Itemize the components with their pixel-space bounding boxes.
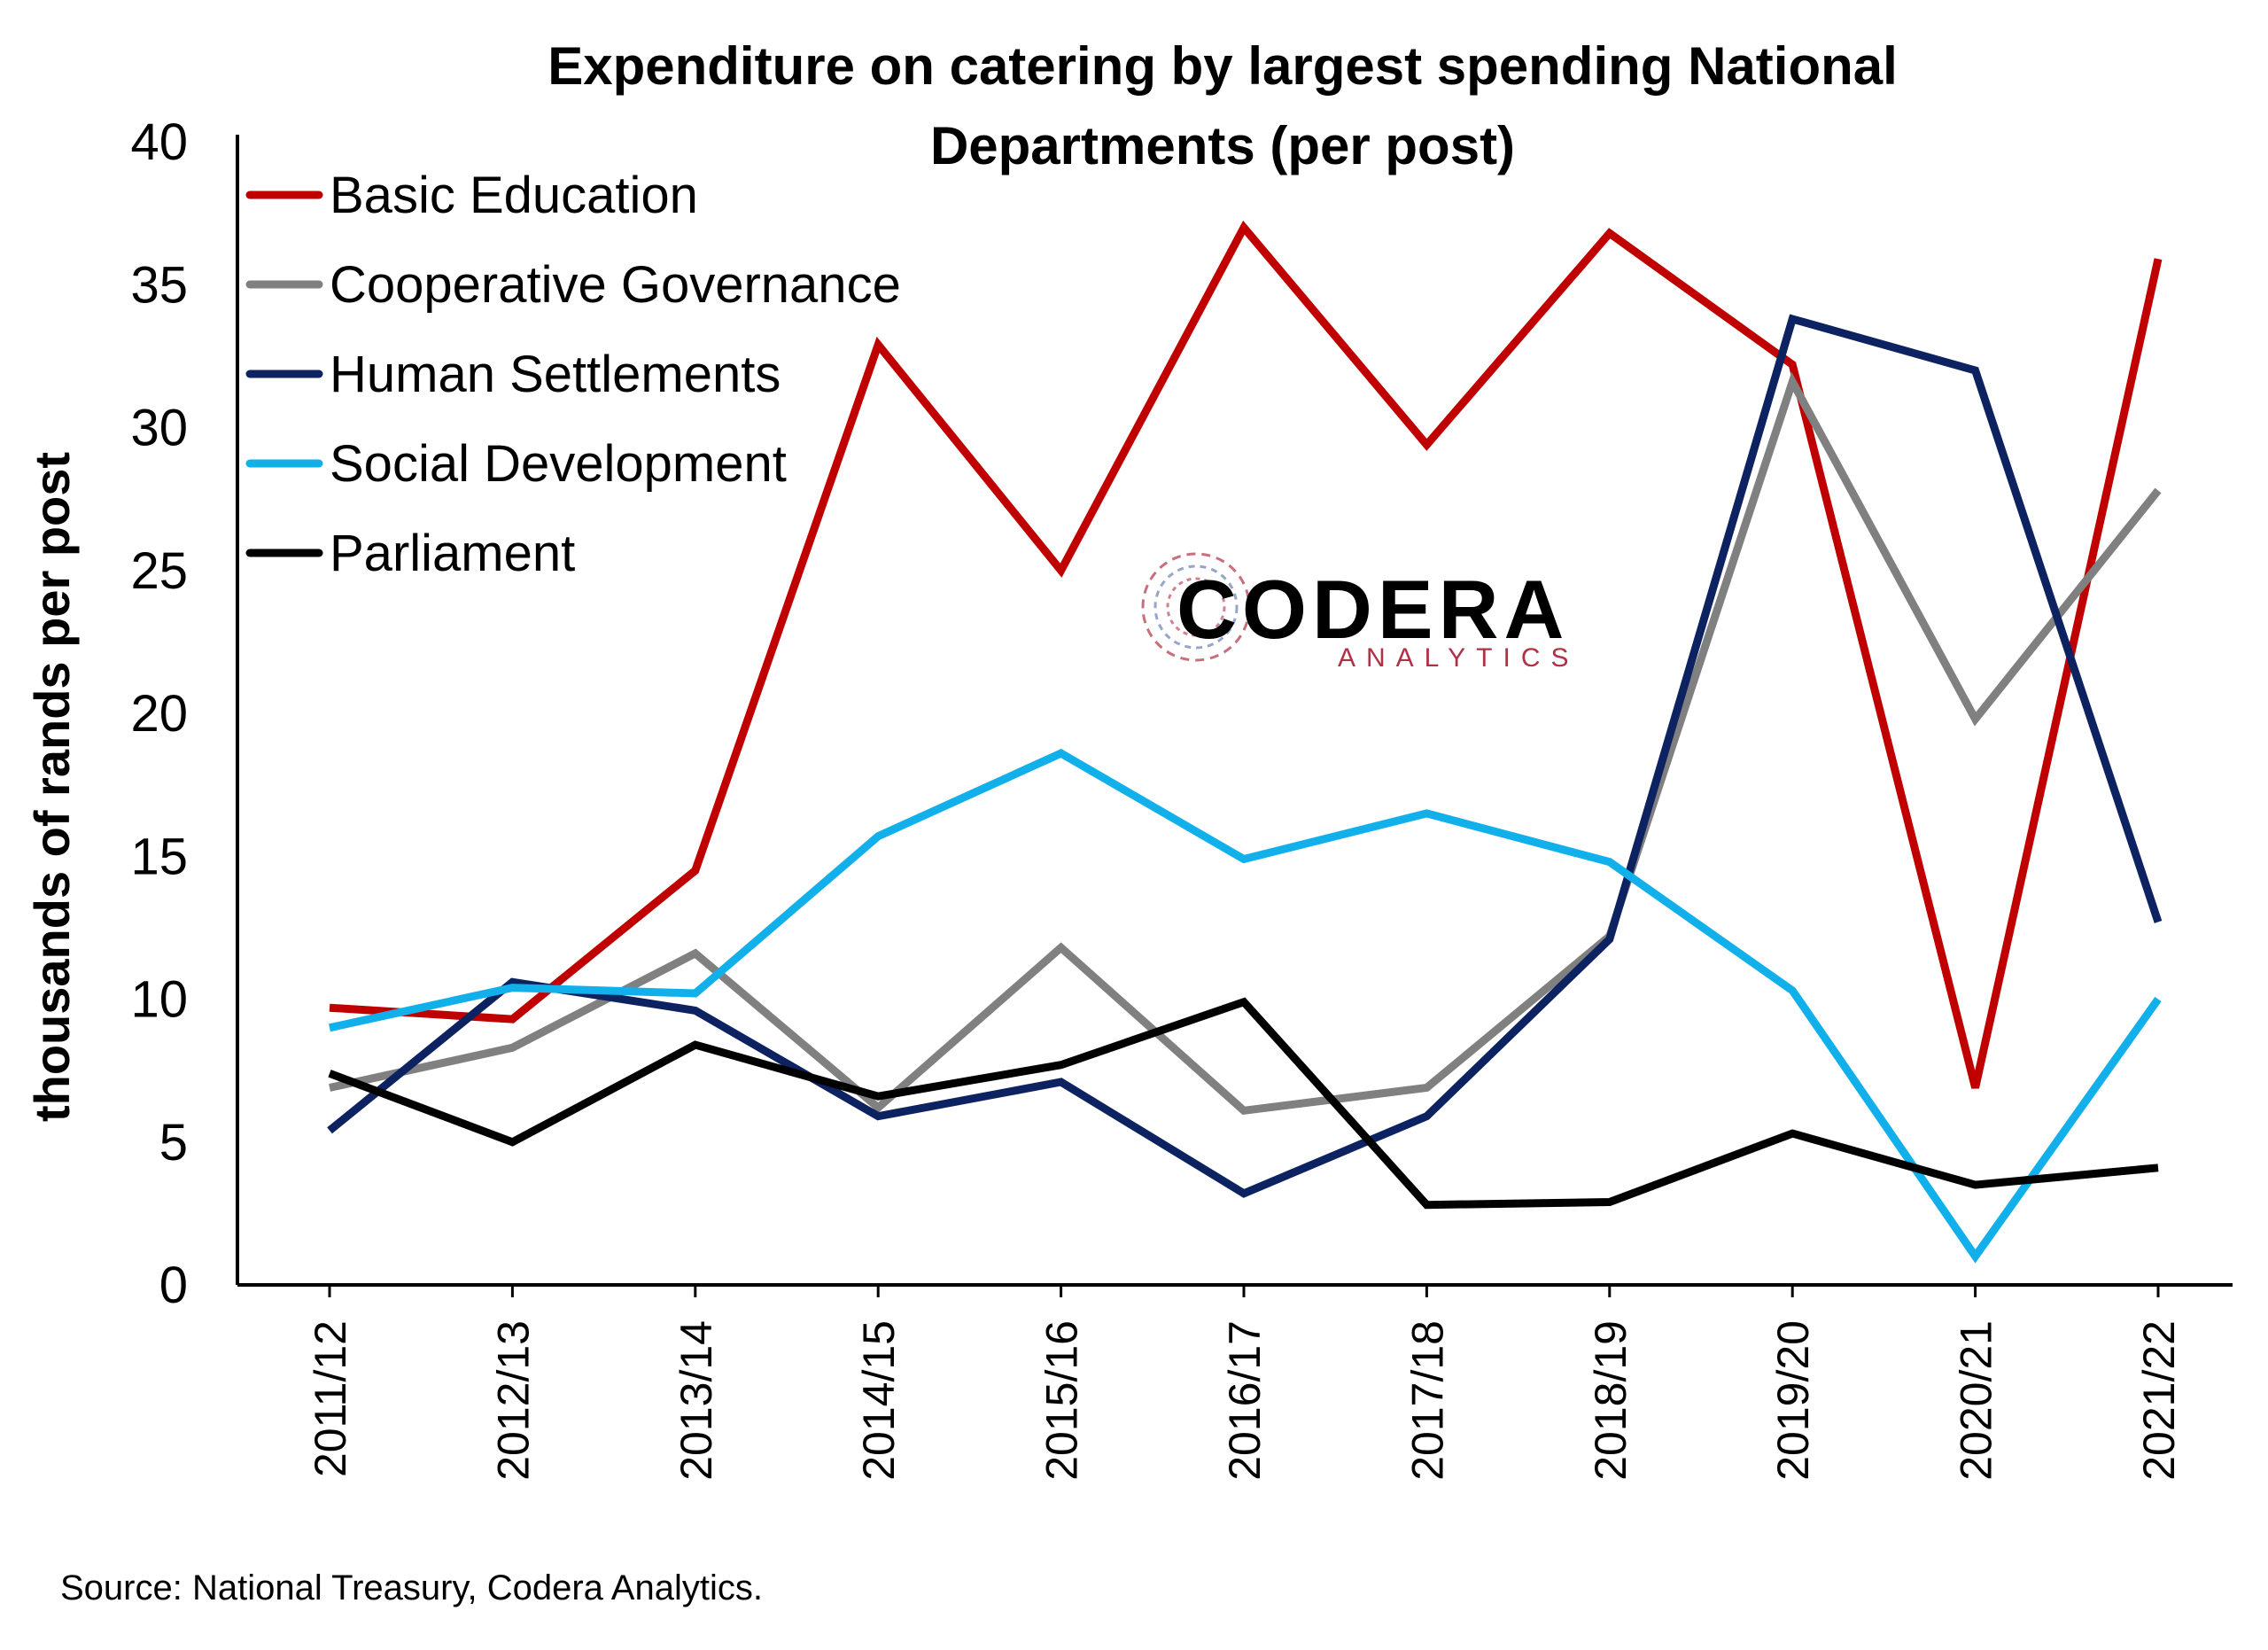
series-line-basic-education xyxy=(329,220,2163,1089)
legend-label: Parliament xyxy=(330,525,575,582)
y-tick-label: 25 xyxy=(130,542,188,600)
y-tick-label: 15 xyxy=(130,828,188,885)
legend: Basic Education Cooperative Governance Hum… xyxy=(245,167,901,582)
series-line-parliament xyxy=(328,997,2159,1210)
series-line-social-development xyxy=(329,749,2162,1264)
x-tick-label: 2013/14 xyxy=(672,1320,721,1481)
x-tick-label: 2014/15 xyxy=(854,1320,904,1481)
legend-label: Basic Education xyxy=(330,167,698,224)
x-tick-label: 2017/18 xyxy=(1402,1320,1452,1481)
chart-title-line-1: Expenditure on catering by largest spend… xyxy=(548,36,1898,96)
x-tick-label: 2020/21 xyxy=(1952,1320,2001,1481)
chart-title-line-2: Departments (per post) xyxy=(930,116,1515,175)
x-tick-label: 2011/12 xyxy=(306,1320,355,1477)
legend-label: Social Development xyxy=(330,435,787,493)
legend-label: Human Settlements xyxy=(330,346,781,403)
y-tick-label: 0 xyxy=(159,1257,188,1314)
y-tick-label: 5 xyxy=(159,1114,188,1171)
series-lines xyxy=(327,220,2163,1264)
x-tick-label: 2016/17 xyxy=(1220,1320,1270,1481)
codera-logo: CODERA ANALYTICS xyxy=(1141,552,1580,673)
x-tick-label: 2018/19 xyxy=(1586,1320,1635,1481)
legend-label: Cooperative Governance xyxy=(330,256,901,314)
y-tick-label: 10 xyxy=(130,971,188,1029)
y-tick-label: 20 xyxy=(130,685,188,743)
series-line-human-settlements xyxy=(327,314,2163,1198)
x-tick-label: 2012/13 xyxy=(488,1320,538,1481)
y-ticks: 0 5 10 15 20 25 30 35 40 xyxy=(130,113,188,1314)
y-tick-label: 30 xyxy=(130,400,188,457)
y-axis-label: thousands of rands per post xyxy=(24,452,80,1122)
codera-logo-subtext: ANALYTICS xyxy=(1338,643,1580,673)
y-tick-label: 40 xyxy=(130,113,188,171)
x-tick-label: 2021/22 xyxy=(2134,1320,2184,1481)
source-note: Source: National Treasury, Codera Analyt… xyxy=(60,1568,763,1607)
series-line-cooperative-governance xyxy=(329,371,2162,1116)
codera-logo-wordmark: CODERA xyxy=(1177,563,1569,656)
codera-logo-mark-icon xyxy=(1141,552,1251,662)
y-tick-label: 35 xyxy=(130,256,188,314)
x-tick-label: 2019/20 xyxy=(1768,1320,1818,1481)
x-tick-label: 2015/16 xyxy=(1037,1320,1087,1481)
x-ticks: 2011/12 2012/13 2013/14 2014/15 2015/16 2016/… xyxy=(306,1285,2184,1481)
